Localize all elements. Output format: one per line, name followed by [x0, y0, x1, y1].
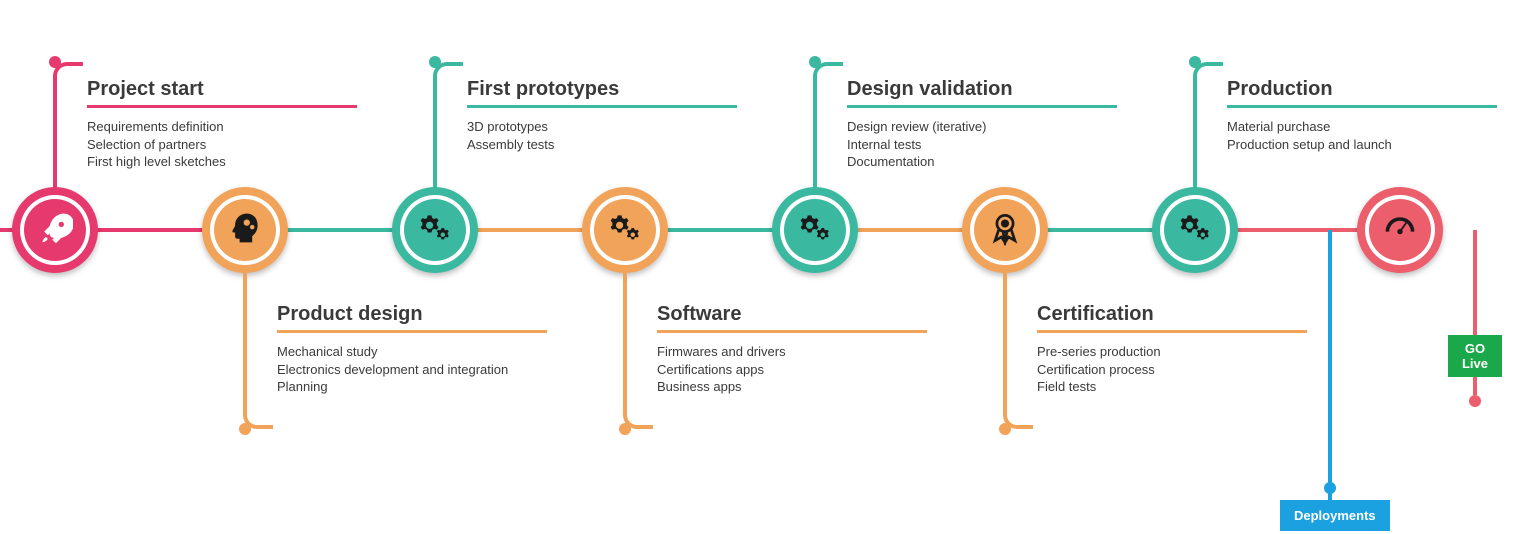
callout-dot-2 — [429, 56, 441, 68]
callout-dot-3 — [619, 423, 631, 435]
go-live-badge-line1: GO — [1458, 341, 1492, 356]
callout-6: Production Material purchaseProduction s… — [1227, 78, 1497, 153]
timeline-connector-3 — [664, 228, 776, 232]
callout-item: Assembly tests — [467, 136, 737, 154]
callout-item: Design review (iterative) — [847, 118, 1117, 136]
callout-item: Certification process — [1037, 361, 1307, 379]
gauge-icon — [1382, 210, 1418, 251]
deployments-badge: Deployments — [1280, 500, 1390, 531]
callout-item: Production setup and launch — [1227, 136, 1497, 154]
timeline-connector-5 — [1044, 228, 1156, 232]
timeline-connector-0 — [94, 228, 206, 232]
callout-items: Pre-series productionCertification proce… — [1037, 343, 1307, 396]
callout-4: Design validation Design review (iterati… — [847, 78, 1117, 171]
callout-item: First high level sketches — [87, 153, 357, 171]
go-live-badge: GO Live — [1448, 335, 1502, 377]
callout-items: Design review (iterative)Internal testsD… — [847, 118, 1117, 171]
callout-3: Software Firmwares and driversCertificat… — [657, 303, 927, 396]
callout-item: Business apps — [657, 378, 927, 396]
callout-title: Product design — [277, 303, 547, 330]
callout-connector-5 — [1003, 269, 1033, 429]
callout-item: Selection of partners — [87, 136, 357, 154]
callout-dot-4 — [809, 56, 821, 68]
deployments-badge-label: Deployments — [1294, 508, 1376, 523]
stage-node-software — [582, 187, 668, 273]
gears-icon — [797, 210, 833, 251]
timeline-connector-4 — [854, 228, 966, 232]
callout-title: First prototypes — [467, 78, 737, 105]
callout-items: Firmwares and driversCertifications apps… — [657, 343, 927, 396]
callout-dot-1 — [239, 423, 251, 435]
callout-dot-6 — [1189, 56, 1201, 68]
callout-title: Certification — [1037, 303, 1307, 330]
stage-node-go-live — [1357, 187, 1443, 273]
callout-connector-1 — [243, 269, 273, 429]
callout-connector-6 — [1193, 62, 1223, 191]
callout-item: Documentation — [847, 153, 1117, 171]
callout-items: 3D prototypesAssembly tests — [467, 118, 737, 153]
stage-node-certification — [962, 187, 1048, 273]
timeline-connector-2 — [474, 228, 586, 232]
callout-item: Material purchase — [1227, 118, 1497, 136]
callout-1: Product design Mechanical studyElectroni… — [277, 303, 547, 396]
callout-connector-2 — [433, 62, 463, 191]
callout-0: Project start Requirements definitionSel… — [87, 78, 357, 171]
callout-title: Software — [657, 303, 927, 330]
gears-icon — [1177, 210, 1213, 251]
callout-items: Mechanical studyElectronics development … — [277, 343, 547, 396]
callout-item: Pre-series production — [1037, 343, 1307, 361]
callout-item: Internal tests — [847, 136, 1117, 154]
callout-title: Project start — [87, 78, 357, 105]
callout-connector-4 — [813, 62, 843, 191]
callout-item: 3D prototypes — [467, 118, 737, 136]
deployments-branch-line — [1328, 230, 1332, 500]
callout-item: Certifications apps — [657, 361, 927, 379]
callout-5: Certification Pre-series productionCerti… — [1037, 303, 1307, 396]
stage-node-project-start — [12, 187, 98, 273]
rocket-icon — [37, 210, 73, 251]
callout-dot-0 — [49, 56, 61, 68]
callout-2: First prototypes 3D prototypesAssembly t… — [467, 78, 737, 153]
timeline-connector-1 — [284, 228, 396, 232]
callout-items: Material purchaseProduction setup and la… — [1227, 118, 1497, 153]
gears-icon — [607, 210, 643, 251]
head-icon — [227, 210, 263, 251]
callout-item: Mechanical study — [277, 343, 547, 361]
callout-item: Requirements definition — [87, 118, 357, 136]
callout-title: Design validation — [847, 78, 1117, 105]
callout-item: Field tests — [1037, 378, 1307, 396]
callout-item: Electronics development and integration — [277, 361, 547, 379]
gears-icon — [417, 210, 453, 251]
callout-item: Planning — [277, 378, 547, 396]
stage-node-product-design — [202, 187, 288, 273]
callout-items: Requirements definitionSelection of part… — [87, 118, 357, 171]
timeline-connector-6 — [1234, 228, 1361, 232]
stage-node-production — [1152, 187, 1238, 273]
deployments-branch-dot — [1324, 482, 1336, 494]
stage-node-design-validation — [772, 187, 858, 273]
callout-title: Production — [1227, 78, 1497, 105]
stage-node-first-prototypes — [392, 187, 478, 273]
go-live-branch-dot — [1469, 395, 1481, 407]
go-live-badge-line2: Live — [1458, 356, 1492, 371]
callout-connector-3 — [623, 269, 653, 429]
medal-icon — [987, 210, 1023, 251]
callout-connector-0 — [53, 62, 83, 191]
callout-item: Firmwares and drivers — [657, 343, 927, 361]
callout-dot-5 — [999, 423, 1011, 435]
